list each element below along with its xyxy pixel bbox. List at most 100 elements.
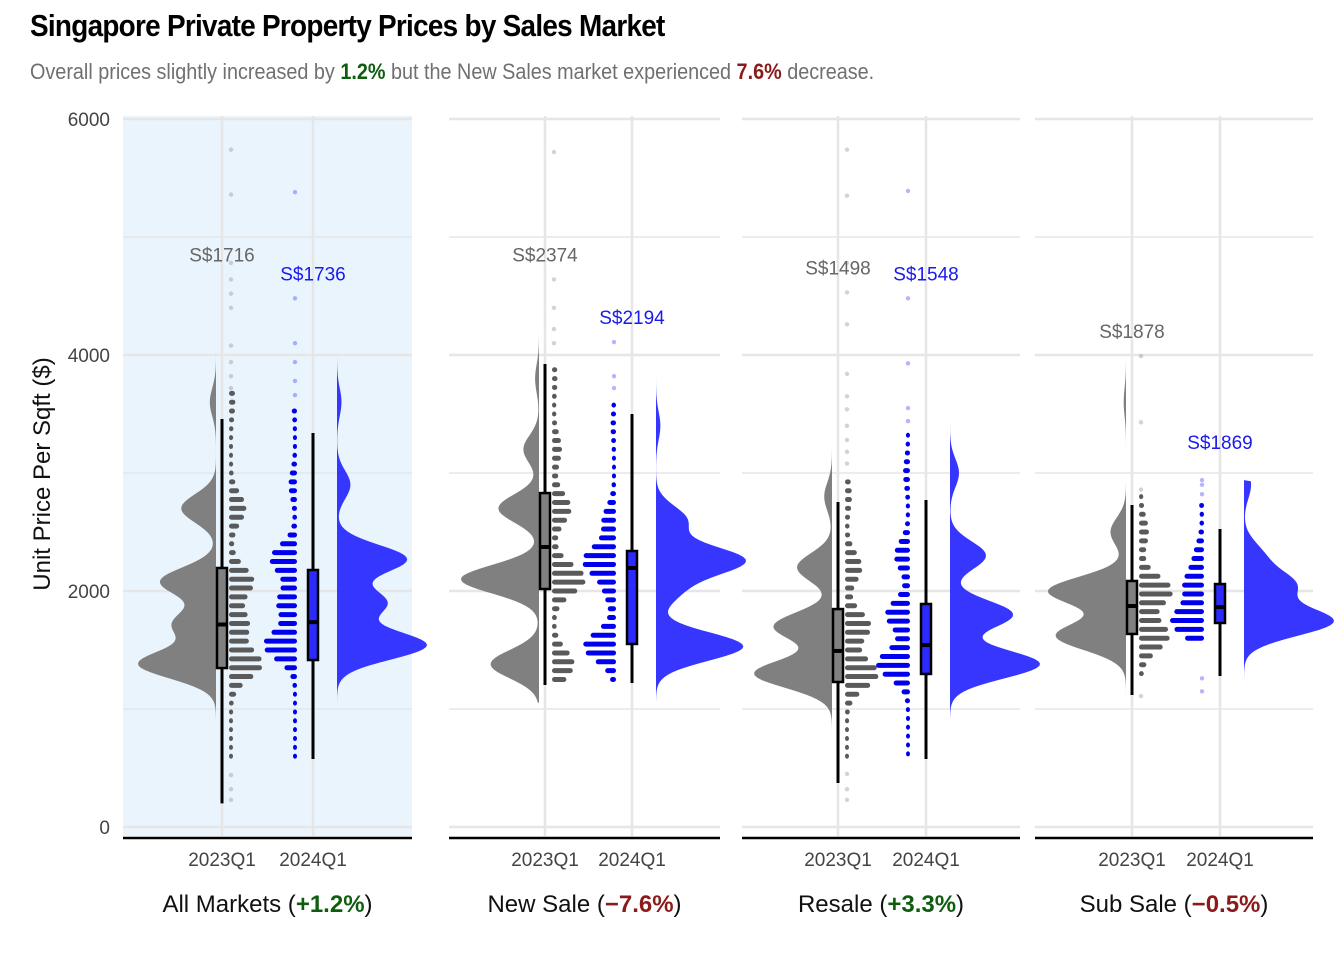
outlier-point: [844, 771, 850, 777]
panel-new-sale: S$2374 2023Q1 S$2194 2024Q1 New Sale (−7.6%): [449, 116, 746, 918]
dot-stack: [611, 464, 616, 470]
median-label: S$2194: [599, 308, 665, 329]
outlier-point: [905, 296, 911, 301]
dot-stack: [893, 680, 910, 686]
panel-close-paren: ): [365, 891, 373, 918]
dot-stack: [290, 497, 297, 503]
dot-stack: [879, 653, 910, 659]
dot-stack: [1174, 609, 1204, 615]
outlier-point: [844, 322, 850, 327]
dot-stack: [1139, 529, 1149, 535]
dot-stack: [898, 538, 910, 544]
outlier-point: [228, 385, 234, 391]
outlier-point: [844, 290, 850, 295]
outlier-point: [292, 189, 298, 195]
dot-stack: [229, 736, 234, 741]
dot-stack: [610, 677, 616, 682]
dot-stack: [552, 579, 586, 585]
dot-stack: [280, 585, 297, 591]
box: [625, 549, 639, 646]
dot-stack: [229, 426, 234, 432]
dot-stack: [229, 612, 248, 618]
dot-stack: [845, 656, 869, 662]
dot-stack: [1199, 511, 1204, 517]
outlier-point: [551, 326, 557, 332]
dot-stack: [229, 744, 233, 750]
dot-stack: [552, 393, 557, 399]
panel-strip-label: Sub Sale (−0.5%): [1080, 891, 1269, 918]
dot-stack: [605, 597, 616, 603]
panel-name: Resale (: [798, 891, 887, 918]
dot-stack: [552, 438, 561, 444]
dot-stack: [905, 521, 910, 527]
dot-stack: [229, 665, 262, 671]
outlier-point: [1199, 477, 1205, 483]
dot-stack: [905, 733, 910, 739]
dot-stack: [583, 553, 616, 559]
dot-stack: [601, 526, 616, 532]
dot-stack: [229, 638, 249, 644]
dot-stack: [845, 559, 862, 564]
dot-stack: [611, 438, 616, 444]
panel-name: All Markets (: [162, 891, 295, 918]
outlier-point: [551, 277, 557, 282]
density-2023Q1: [1048, 356, 1126, 713]
dot-stack: [293, 727, 297, 733]
dot-stack: [552, 544, 559, 550]
dot-stack: [552, 677, 567, 682]
dot-stack: [292, 435, 297, 441]
dot-stack: [595, 659, 616, 665]
dot-stack: [845, 567, 863, 573]
dot-stack: [229, 603, 246, 609]
dot-stack: [1139, 538, 1148, 544]
dot-stack: [229, 541, 235, 547]
dot-stack: [583, 641, 616, 647]
dot-stack: [605, 668, 616, 674]
dot-stack: [845, 744, 850, 750]
dot-stack: [1139, 582, 1171, 588]
dot-stack: [552, 517, 568, 523]
dot-stack: [229, 514, 245, 520]
dot-stack: [845, 514, 851, 520]
dot-stack: [597, 579, 616, 585]
dot-stack: [906, 751, 910, 757]
density-2023Q1: [461, 152, 539, 703]
dot-stack: [845, 523, 850, 529]
dot-stack: [278, 620, 297, 626]
y-tick-label: 4000: [68, 346, 110, 367]
dot-stack: [903, 459, 910, 465]
dot-stack: [291, 408, 297, 414]
dot-stack: [611, 473, 616, 479]
box: [215, 566, 229, 670]
dot-stack: [552, 446, 563, 452]
outlier-point: [228, 359, 234, 365]
dot-stack: [610, 420, 616, 426]
dot-stack: [1139, 591, 1173, 597]
outlier-point: [844, 797, 850, 803]
dot-stack: [552, 491, 566, 497]
dot-stack: [229, 576, 255, 582]
dot-stack: [905, 707, 910, 713]
dot-stack: [229, 390, 235, 396]
dot-stack: [611, 482, 616, 488]
dot-stack: [905, 724, 910, 730]
dot-stack: [611, 402, 616, 408]
dot-stack: [552, 384, 558, 390]
outlier-point: [844, 449, 850, 454]
dot-stack: [1139, 573, 1161, 579]
dot-stack: [902, 583, 910, 589]
dot-stack: [601, 517, 616, 523]
box: [1213, 582, 1227, 625]
dot-stack: [292, 452, 297, 458]
dot-stack: [845, 612, 865, 618]
dot-stack: [607, 500, 616, 505]
dot-stack: [229, 691, 237, 697]
dot-stack: [1182, 582, 1204, 588]
dot-stack: [885, 609, 910, 615]
outlier-point: [292, 378, 298, 384]
outlier-point: [292, 359, 298, 365]
dot-stack: [293, 744, 297, 750]
panel-change: +1.2%: [296, 891, 365, 918]
